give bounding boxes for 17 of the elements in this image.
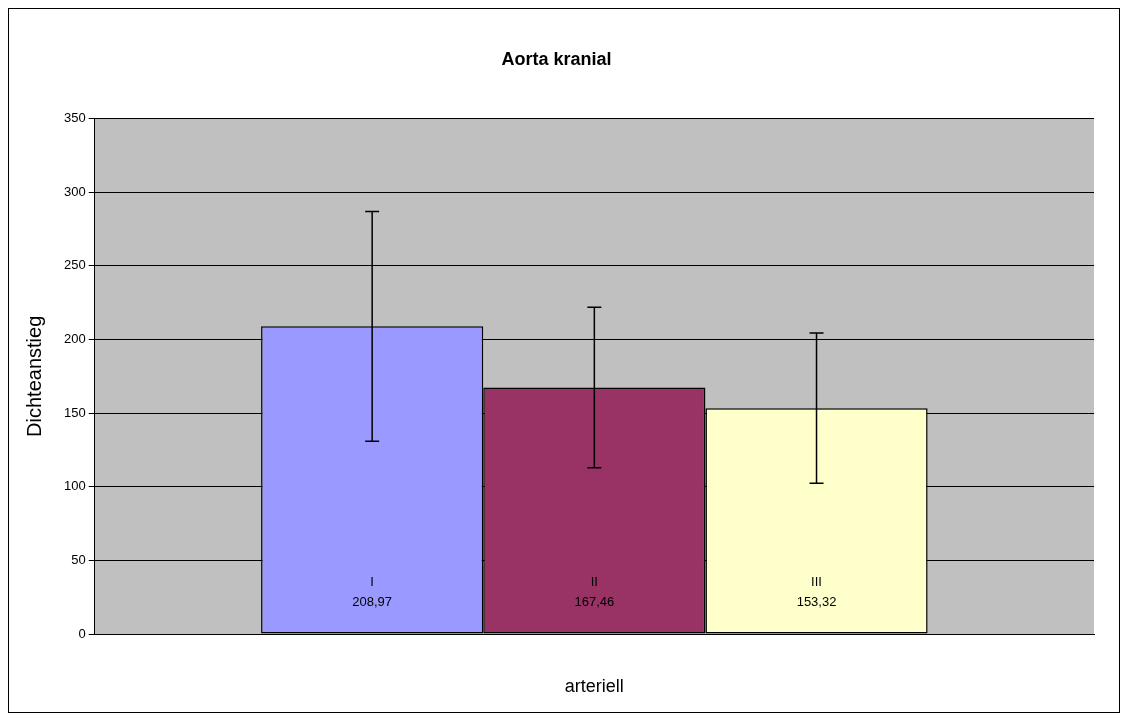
y-tick-label: 50 (71, 551, 86, 567)
x-axis-title: arteriell (564, 676, 624, 697)
y-tick-label: 0 (78, 625, 86, 641)
data-label: 153,32 (796, 594, 837, 609)
series-label: II (590, 574, 598, 589)
y-tick-label: 150 (63, 404, 86, 420)
y-tick-label: 300 (63, 183, 86, 199)
series-label: III (811, 574, 822, 589)
chart-title: Aorta kranial (501, 48, 612, 69)
y-tick-label: 250 (63, 257, 86, 273)
y-tick-label: 100 (63, 478, 86, 494)
y-tick-label: 350 (63, 110, 86, 126)
series-label: I (370, 574, 374, 589)
data-label: 167,46 (574, 594, 615, 609)
y-tick-label: 200 (63, 331, 86, 347)
y-axis-title: Dichteanstieg (22, 315, 45, 437)
data-label: 208,97 (352, 594, 393, 609)
